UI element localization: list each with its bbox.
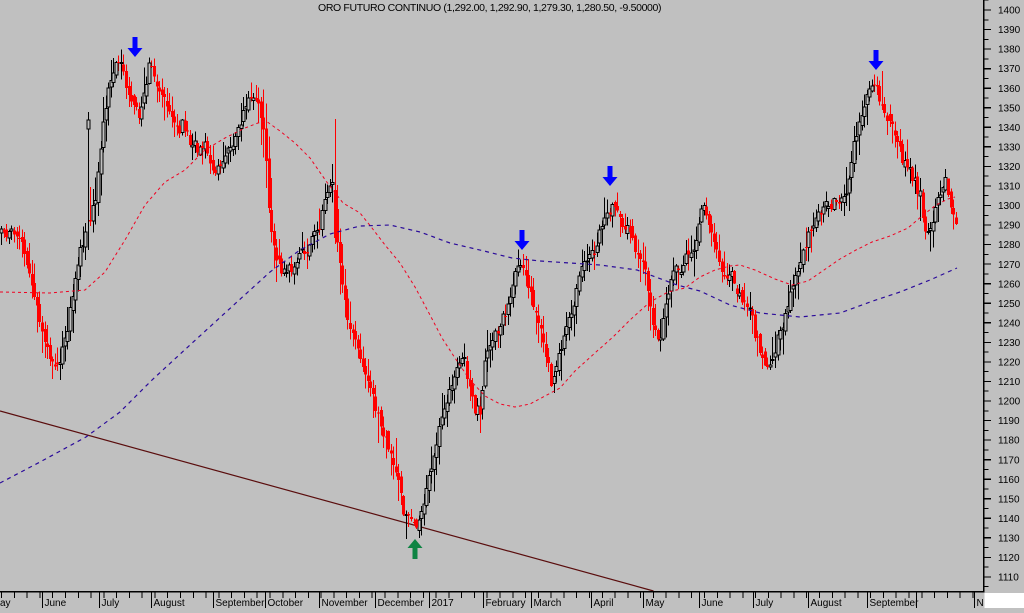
- svg-text:1260: 1260: [998, 279, 1021, 290]
- svg-text:June: June: [702, 598, 724, 608]
- svg-text:1230: 1230: [998, 338, 1021, 349]
- svg-text:1130: 1130: [998, 534, 1020, 545]
- svg-text:1300: 1300: [998, 201, 1021, 212]
- svg-text:1170: 1170: [998, 455, 1020, 466]
- svg-text:1210: 1210: [998, 377, 1021, 388]
- svg-text:1200: 1200: [998, 397, 1021, 408]
- svg-text:1310: 1310: [998, 182, 1021, 193]
- svg-text:1160: 1160: [998, 475, 1020, 486]
- svg-text:1120: 1120: [998, 553, 1020, 564]
- svg-text:1290: 1290: [998, 221, 1021, 232]
- svg-text:1280: 1280: [998, 240, 1021, 251]
- svg-text:1220: 1220: [998, 358, 1021, 369]
- svg-text:1320: 1320: [998, 162, 1021, 173]
- svg-text:1340: 1340: [998, 123, 1021, 134]
- svg-text:N: N: [977, 598, 984, 608]
- svg-text:ay: ay: [0, 598, 11, 608]
- svg-text:1270: 1270: [998, 260, 1021, 271]
- svg-text:1110: 1110: [998, 573, 1019, 584]
- svg-text:1240: 1240: [998, 318, 1021, 329]
- svg-text:May: May: [646, 598, 665, 608]
- svg-text:September: September: [870, 598, 920, 608]
- svg-text:August: August: [811, 598, 842, 608]
- svg-text:1330: 1330: [998, 142, 1021, 153]
- svg-text:March: March: [534, 598, 562, 608]
- svg-text:2017: 2017: [432, 598, 455, 608]
- svg-text:April: April: [594, 598, 614, 608]
- svg-text:1250: 1250: [998, 299, 1021, 310]
- svg-text:ORO FUTURO CONTINUO (1,292.00,: ORO FUTURO CONTINUO (1,292.00, 1,292.90,…: [318, 2, 661, 14]
- svg-text:1390: 1390: [998, 25, 1021, 36]
- svg-text:August: August: [154, 598, 185, 608]
- svg-text:November: November: [322, 598, 369, 608]
- svg-text:June: June: [45, 598, 67, 608]
- svg-text:July: July: [756, 598, 774, 608]
- svg-text:1180: 1180: [998, 436, 1020, 447]
- svg-text:October: October: [268, 598, 304, 608]
- svg-text:1150: 1150: [998, 494, 1020, 505]
- svg-text:September: September: [216, 598, 266, 608]
- svg-text:February: February: [486, 598, 526, 608]
- svg-text:December: December: [378, 598, 425, 608]
- svg-text:1190: 1190: [998, 416, 1020, 427]
- svg-text:1140: 1140: [998, 514, 1020, 525]
- svg-text:1380: 1380: [998, 45, 1021, 56]
- svg-text:1370: 1370: [998, 64, 1021, 75]
- svg-text:July: July: [102, 598, 120, 608]
- svg-text:1400: 1400: [998, 6, 1021, 17]
- svg-text:1350: 1350: [998, 103, 1021, 114]
- svg-text:1360: 1360: [998, 84, 1021, 95]
